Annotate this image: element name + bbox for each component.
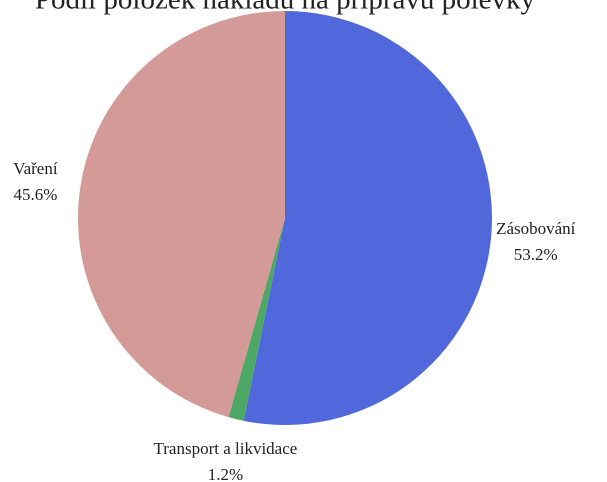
slice-label: Transport a likvidace	[153, 439, 297, 458]
slice-value-label: 45.6%	[13, 185, 57, 204]
pie-slice	[228, 218, 285, 421]
slice-value-label: 1.2%	[208, 465, 243, 482]
slice-label: Vaření	[13, 159, 58, 178]
slice-value-label: 53.2%	[514, 245, 558, 264]
pie-slice	[78, 11, 285, 418]
pie-slice	[243, 11, 493, 425]
slice-label: Zásobování	[496, 219, 576, 238]
chart-title: Podíl položek nákladů na přípravu polévk…	[35, 0, 536, 16]
